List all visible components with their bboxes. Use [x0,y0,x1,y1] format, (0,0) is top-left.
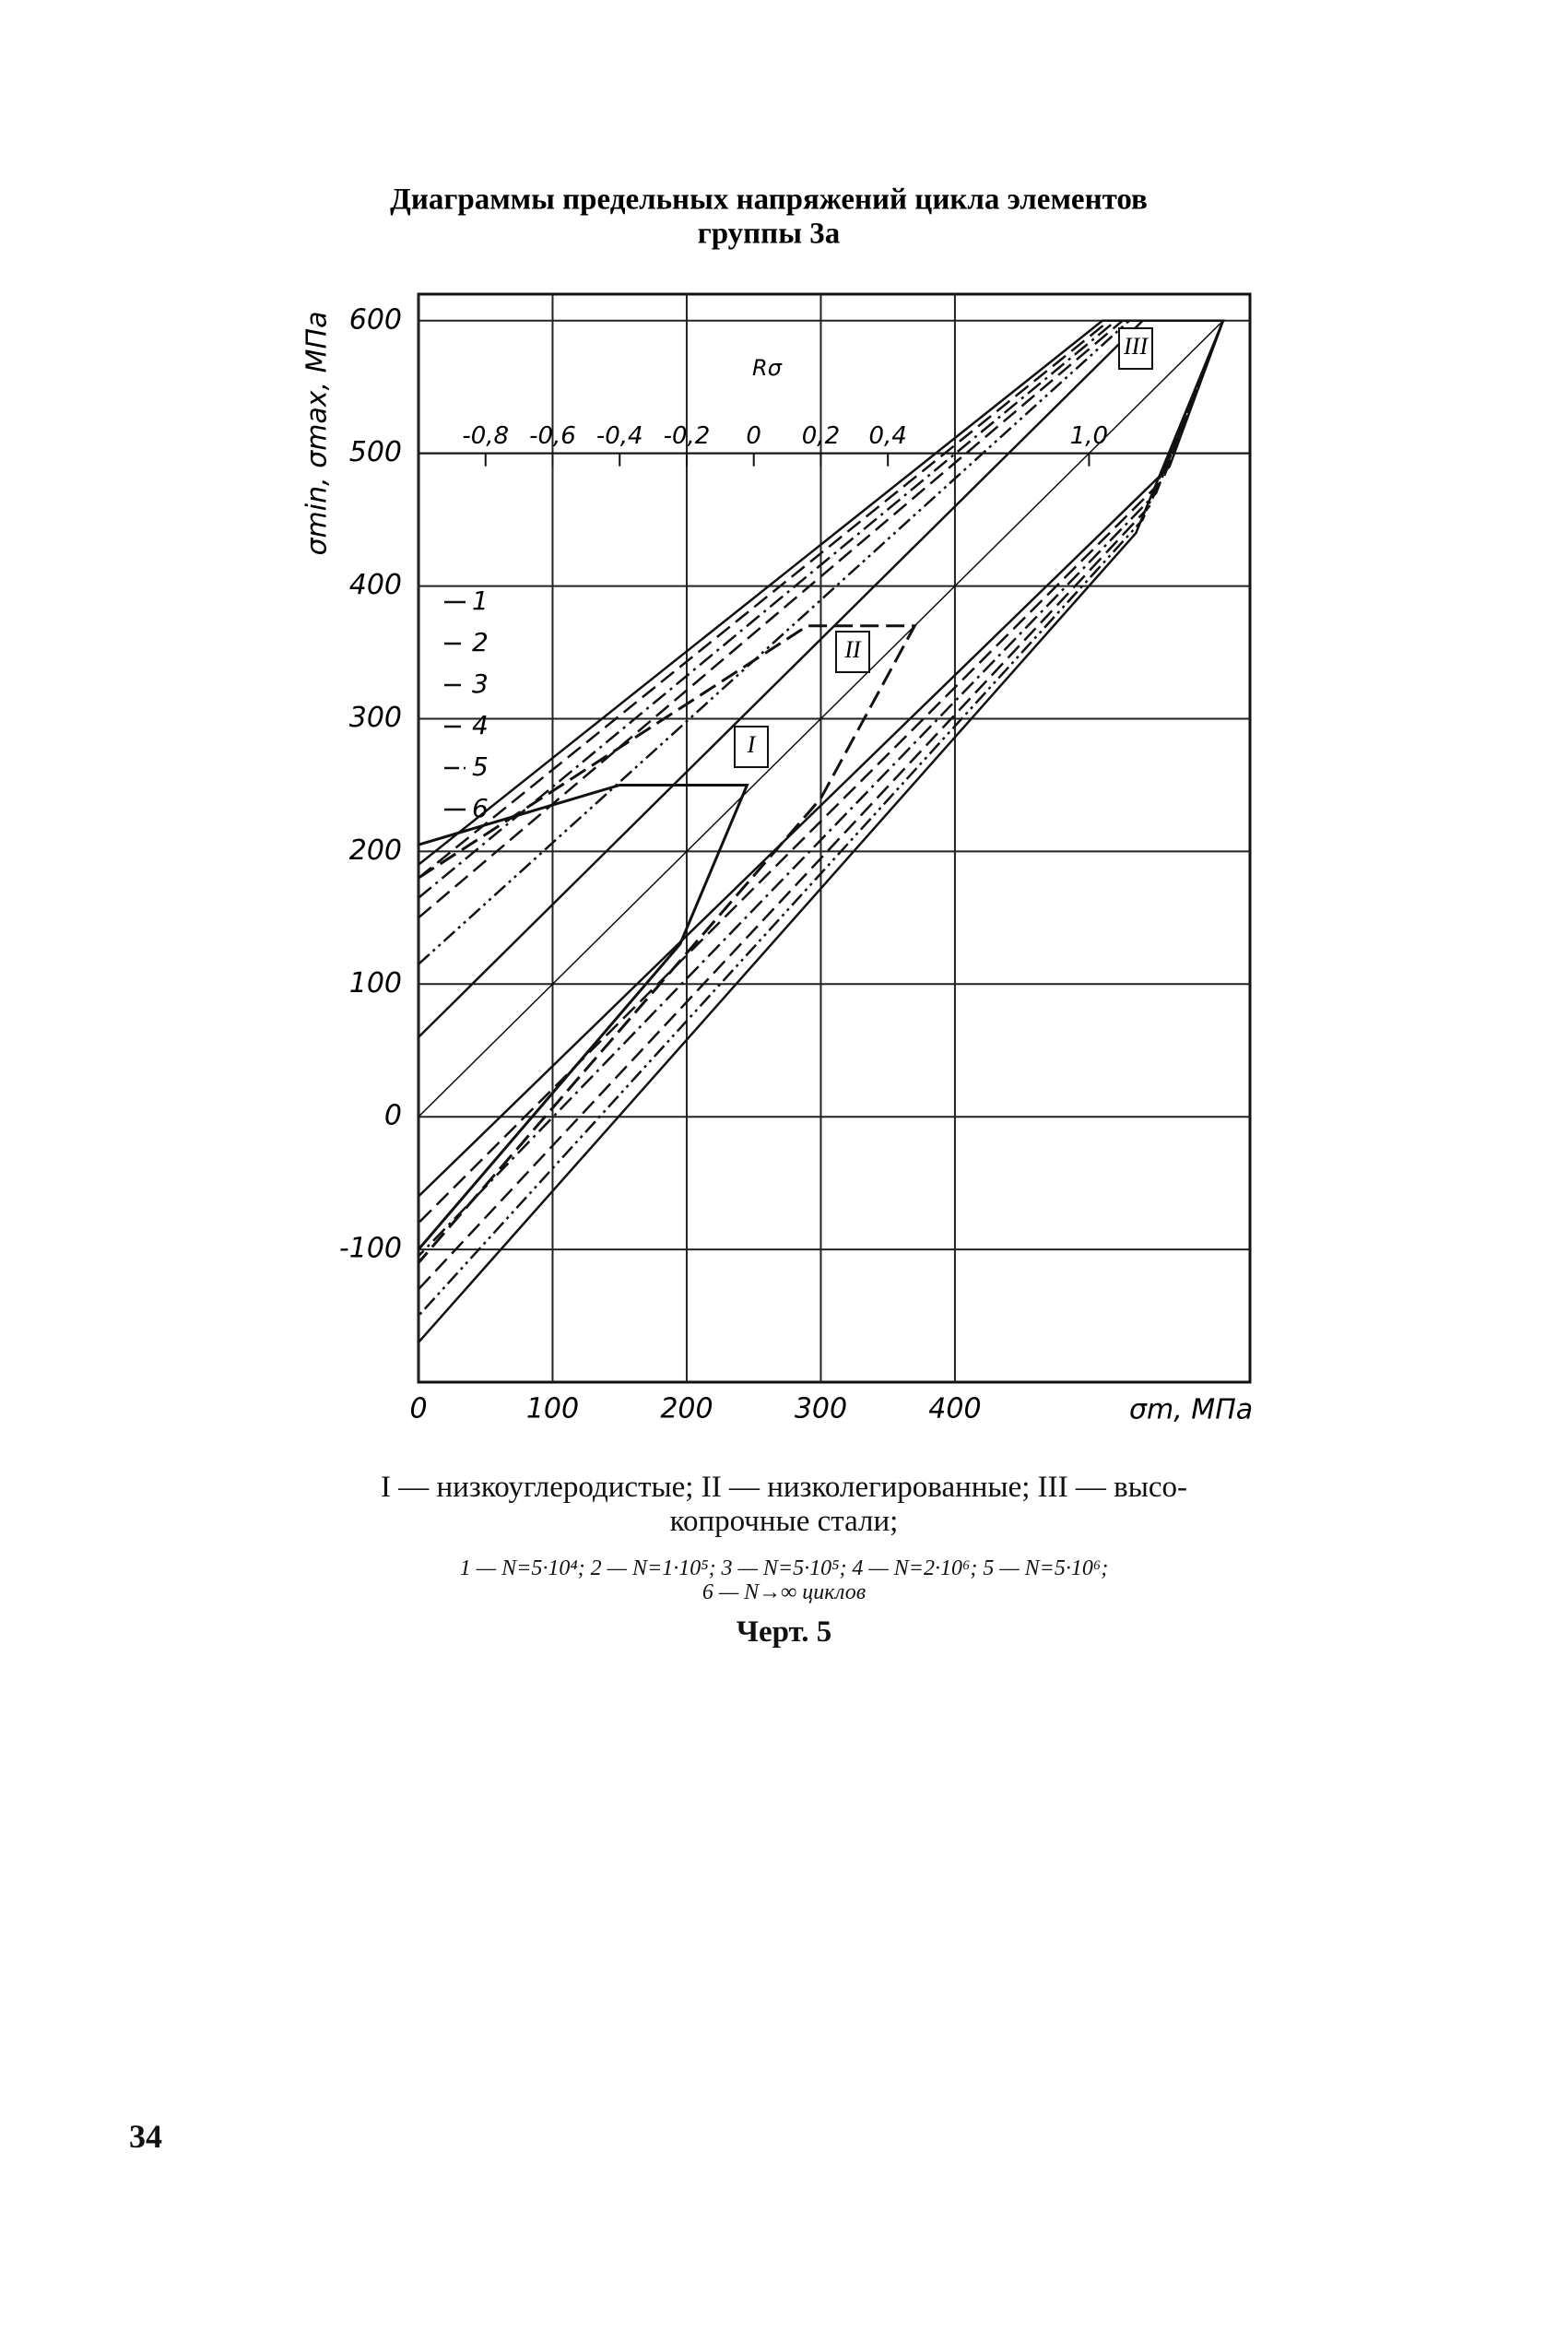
legend-label: 3 [472,668,489,699]
legend-label: 4 [472,710,489,740]
x-tick-label: 200 [660,1393,713,1425]
y-tick-label: -100 [339,1233,402,1265]
plot-frame [417,292,1252,1384]
group-line [418,320,1224,1118]
y-axis-label: σmin, σmax, MПа [301,312,334,556]
chart: Диаграммы предельных напряжений цикла эл… [301,183,1254,1426]
y-tick-label: 200 [349,834,402,867]
legend-label: 5 [472,751,489,782]
r-tick-label: -0,2 [664,422,711,450]
x-tick-label: 0 [409,1393,427,1425]
y-tick-label: 600 [349,303,402,336]
r-tick-label: -0,8 [462,422,509,450]
r-tick-label: 0 [746,422,761,450]
x-tick-label: 300 [795,1393,847,1425]
r-tick-label: -0,6 [529,422,576,450]
caption-line: I — низкоуглеродистые; II — низколегиров… [381,1471,1187,1504]
y-tick-label: 500 [349,436,402,468]
y-tick-label: 0 [384,1100,402,1132]
group-line [417,783,749,1251]
x-axis-label: σm, MПа [1129,1394,1253,1426]
notes: 1 — N=5·10⁴; 2 — N=1·10⁵; 3 — N=5·10⁵; 4… [0,1556,1568,1604]
y-tick-label: 100 [349,967,402,999]
x-tick-label: 100 [526,1393,579,1425]
x-tick-label: 400 [928,1393,981,1425]
figure-label: Черт. 5 [736,1615,832,1649]
series-line [418,319,1225,1224]
r-tick-label: 0,4 [869,422,907,450]
r-tick-label: -0,4 [596,422,643,450]
group-label: I [747,731,757,758]
y-tick-label: 400 [349,569,402,601]
legend-label: 6 [472,793,489,823]
group-label-box [835,631,870,673]
group-label: III [1123,333,1149,360]
legend-label: 2 [472,627,489,657]
note-line: 6 — N→∞ циклов [701,1580,867,1604]
group-label: II [843,636,862,663]
group-label-box [1118,327,1153,370]
chart-subtitle: группы 3а [698,218,840,251]
y-tick-label: 300 [349,702,402,734]
group-line [417,624,917,1264]
note-line: 1 — N=5·10⁴; 2 — N=1·10⁵; 3 — N=5·10⁵; 4… [459,1556,1109,1580]
series-line [418,319,1225,1291]
r-axis-label: Rσ [752,355,783,381]
group-label-box [734,726,769,768]
r-tick-label: 1,0 [1070,422,1108,450]
caption-line: копрочные стали; [669,1505,899,1538]
chart-title: Диаграммы предельных напряжений цикла эл… [390,183,1148,217]
r-tick-label: 0,2 [802,422,840,450]
page-number: 34 [129,2118,162,2155]
legend-label: 1 [472,585,489,616]
caption: I — низкоуглеродистые; II — низколегиров… [0,1471,1568,1539]
